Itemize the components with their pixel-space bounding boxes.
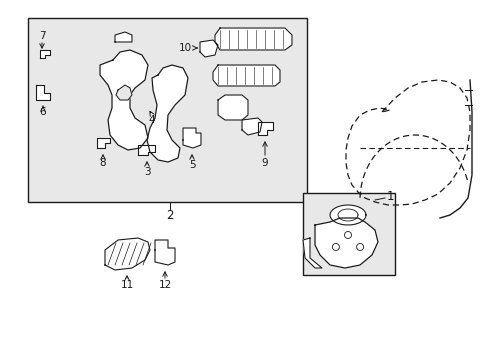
Polygon shape — [116, 85, 132, 100]
Polygon shape — [147, 65, 187, 162]
Polygon shape — [115, 32, 132, 42]
Text: 10: 10 — [178, 43, 191, 53]
Text: 11: 11 — [120, 280, 133, 290]
Polygon shape — [105, 238, 150, 270]
Polygon shape — [36, 85, 50, 100]
Polygon shape — [314, 218, 377, 268]
Bar — [28, 18, 306, 202]
Text: 12: 12 — [158, 280, 171, 290]
Bar — [303, 193, 394, 275]
Circle shape — [344, 231, 351, 239]
Text: 4: 4 — [148, 115, 155, 125]
Polygon shape — [303, 238, 321, 268]
Text: 7: 7 — [39, 31, 45, 41]
Text: 6: 6 — [40, 107, 46, 117]
Polygon shape — [183, 128, 201, 148]
Polygon shape — [138, 145, 155, 155]
Polygon shape — [40, 50, 50, 58]
Polygon shape — [242, 118, 262, 135]
Circle shape — [356, 243, 363, 251]
Text: 9: 9 — [261, 158, 268, 168]
Text: 1: 1 — [386, 189, 393, 202]
Text: 3: 3 — [143, 167, 150, 177]
Polygon shape — [97, 138, 110, 148]
Polygon shape — [329, 205, 365, 225]
Text: 5: 5 — [188, 160, 195, 170]
Polygon shape — [213, 65, 280, 86]
Polygon shape — [200, 40, 218, 57]
Polygon shape — [258, 122, 272, 135]
Polygon shape — [155, 240, 175, 265]
Circle shape — [332, 243, 339, 251]
Polygon shape — [215, 28, 291, 50]
Polygon shape — [100, 50, 148, 150]
Text: 8: 8 — [100, 158, 106, 168]
Polygon shape — [218, 95, 247, 120]
Text: 2: 2 — [166, 208, 173, 221]
